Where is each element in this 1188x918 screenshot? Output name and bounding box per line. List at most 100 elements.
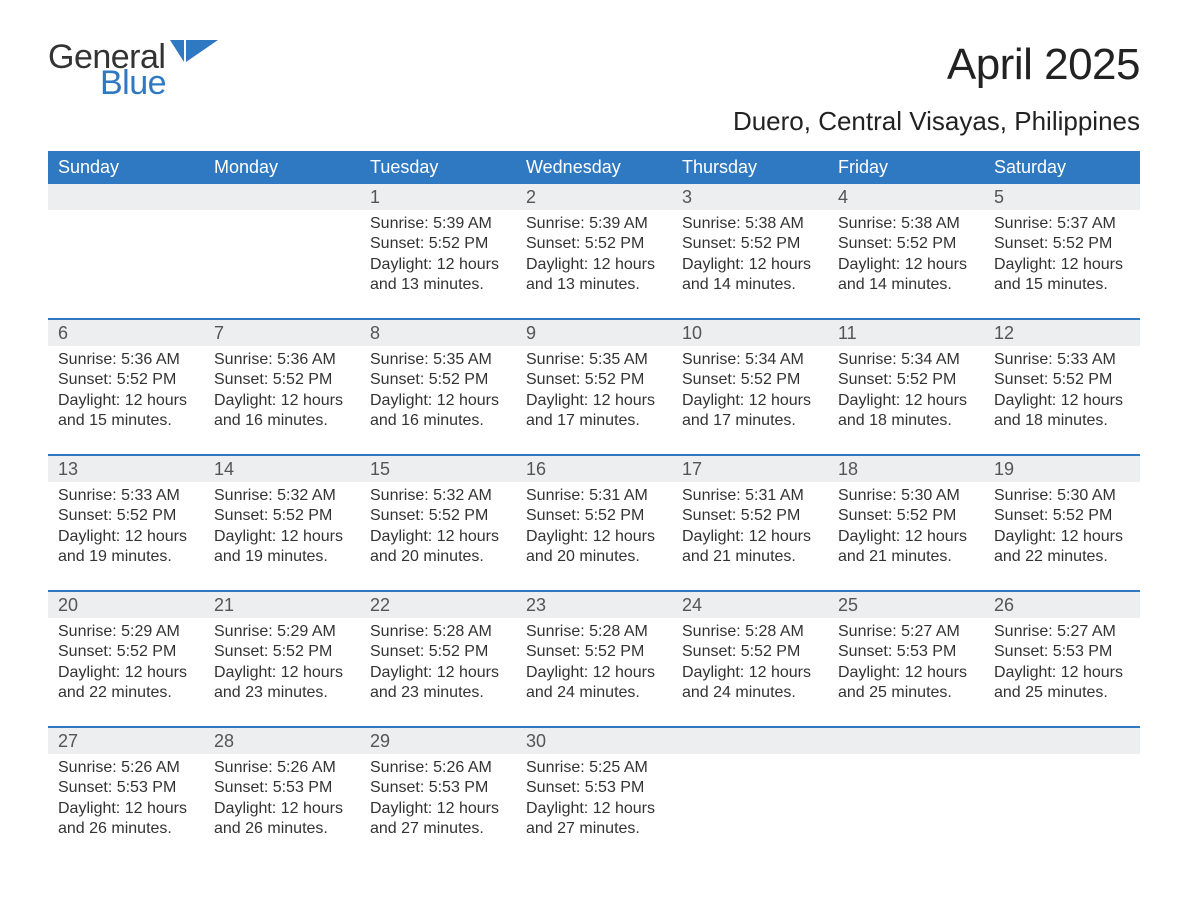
daylight-line-2: and 17 minutes.	[526, 411, 662, 431]
day-number: 1	[360, 184, 516, 210]
day-body: Sunrise: 5:28 AMSunset: 5:52 PMDaylight:…	[360, 618, 516, 726]
daylight-line-2: and 26 minutes.	[214, 819, 350, 839]
daylight-line-1: Daylight: 12 hours	[370, 527, 506, 547]
daylight-line-2: and 13 minutes.	[370, 275, 506, 295]
sunrise-line: Sunrise: 5:33 AM	[994, 350, 1130, 370]
daylight-line-2: and 14 minutes.	[682, 275, 818, 295]
calendar-day: 22Sunrise: 5:28 AMSunset: 5:52 PMDayligh…	[360, 591, 516, 727]
daylight-line-2: and 24 minutes.	[682, 683, 818, 703]
day-body	[828, 754, 984, 862]
daylight-line-1: Daylight: 12 hours	[370, 663, 506, 683]
sunset-line: Sunset: 5:52 PM	[526, 642, 662, 662]
calendar-day: 18Sunrise: 5:30 AMSunset: 5:52 PMDayligh…	[828, 455, 984, 591]
sunrise-line: Sunrise: 5:33 AM	[58, 486, 194, 506]
day-body: Sunrise: 5:31 AMSunset: 5:52 PMDaylight:…	[516, 482, 672, 590]
sunrise-line: Sunrise: 5:32 AM	[370, 486, 506, 506]
daylight-line-2: and 23 minutes.	[214, 683, 350, 703]
sunrise-line: Sunrise: 5:29 AM	[214, 622, 350, 642]
calendar-day: 16Sunrise: 5:31 AMSunset: 5:52 PMDayligh…	[516, 455, 672, 591]
calendar-body: 1Sunrise: 5:39 AMSunset: 5:52 PMDaylight…	[48, 184, 1140, 862]
day-number	[204, 184, 360, 210]
daylight-line-2: and 16 minutes.	[370, 411, 506, 431]
day-number: 7	[204, 320, 360, 346]
day-number	[48, 184, 204, 210]
sunrise-line: Sunrise: 5:38 AM	[838, 214, 974, 234]
daylight-line-1: Daylight: 12 hours	[526, 799, 662, 819]
daylight-line-2: and 24 minutes.	[526, 683, 662, 703]
sunset-line: Sunset: 5:53 PM	[994, 642, 1130, 662]
calendar-day: 17Sunrise: 5:31 AMSunset: 5:52 PMDayligh…	[672, 455, 828, 591]
calendar-day: 28Sunrise: 5:26 AMSunset: 5:53 PMDayligh…	[204, 727, 360, 862]
day-body: Sunrise: 5:30 AMSunset: 5:52 PMDaylight:…	[828, 482, 984, 590]
day-body	[48, 210, 204, 318]
day-number: 25	[828, 592, 984, 618]
calendar-header: SundayMondayTuesdayWednesdayThursdayFrid…	[48, 151, 1140, 184]
daylight-line-2: and 20 minutes.	[526, 547, 662, 567]
day-body: Sunrise: 5:26 AMSunset: 5:53 PMDaylight:…	[204, 754, 360, 862]
sunset-line: Sunset: 5:53 PM	[214, 778, 350, 798]
day-body: Sunrise: 5:33 AMSunset: 5:52 PMDaylight:…	[984, 346, 1140, 454]
day-number	[984, 728, 1140, 754]
sunset-line: Sunset: 5:52 PM	[370, 234, 506, 254]
daylight-line-1: Daylight: 12 hours	[682, 391, 818, 411]
calendar-day: 11Sunrise: 5:34 AMSunset: 5:52 PMDayligh…	[828, 319, 984, 455]
daylight-line-1: Daylight: 12 hours	[370, 799, 506, 819]
day-body: Sunrise: 5:38 AMSunset: 5:52 PMDaylight:…	[672, 210, 828, 318]
day-body: Sunrise: 5:32 AMSunset: 5:52 PMDaylight:…	[204, 482, 360, 590]
day-body: Sunrise: 5:27 AMSunset: 5:53 PMDaylight:…	[828, 618, 984, 726]
daylight-line-1: Daylight: 12 hours	[994, 391, 1130, 411]
calendar-table: SundayMondayTuesdayWednesdayThursdayFrid…	[48, 151, 1140, 862]
sunset-line: Sunset: 5:52 PM	[526, 370, 662, 390]
daylight-line-1: Daylight: 12 hours	[526, 391, 662, 411]
calendar-day: 29 Sunrise: 5:26 AMSunset: 5:53 PMDayligh…	[360, 727, 516, 862]
sunset-line: Sunset: 5:52 PM	[994, 370, 1130, 390]
day-number: 9	[516, 320, 672, 346]
sunset-line: Sunset: 5:52 PM	[214, 506, 350, 526]
weekday-header: Monday	[204, 151, 360, 184]
day-body: Sunrise: 5:34 AMSunset: 5:52 PMDaylight:…	[672, 346, 828, 454]
calendar-day: 27Sunrise: 5:26 AMSunset: 5:53 PMDayligh…	[48, 727, 204, 862]
sunset-line: Sunset: 5:52 PM	[370, 506, 506, 526]
daylight-line-2: and 25 minutes.	[994, 683, 1130, 703]
sunrise-line: Sunrise: 5:26 AM	[370, 758, 506, 778]
weekday-header: Thursday	[672, 151, 828, 184]
daylight-line-1: Daylight: 12 hours	[370, 391, 506, 411]
calendar-day-empty	[204, 184, 360, 319]
sunrise-line: Sunrise: 5:36 AM	[214, 350, 350, 370]
day-number: 5	[984, 184, 1140, 210]
sunrise-line: Sunrise: 5:30 AM	[994, 486, 1130, 506]
sunrise-line: Sunrise: 5:25 AM	[526, 758, 662, 778]
calendar-day: 23Sunrise: 5:28 AMSunset: 5:52 PMDayligh…	[516, 591, 672, 727]
daylight-line-1: Daylight: 12 hours	[682, 255, 818, 275]
day-body: Sunrise: 5:32 AMSunset: 5:52 PMDaylight:…	[360, 482, 516, 590]
calendar-day: 9Sunrise: 5:35 AMSunset: 5:52 PMDaylight…	[516, 319, 672, 455]
calendar-day: 7Sunrise: 5:36 AMSunset: 5:52 PMDaylight…	[204, 319, 360, 455]
day-number: 17	[672, 456, 828, 482]
sunset-line: Sunset: 5:52 PM	[682, 370, 818, 390]
daylight-line-2: and 19 minutes.	[58, 547, 194, 567]
day-body: Sunrise: 5:35 AMSunset: 5:52 PMDaylight:…	[360, 346, 516, 454]
daylight-line-2: and 20 minutes.	[370, 547, 506, 567]
daylight-line-1: Daylight: 12 hours	[838, 527, 974, 547]
day-body: Sunrise: 5:37 AMSunset: 5:52 PMDaylight:…	[984, 210, 1140, 318]
calendar-day: 19Sunrise: 5:30 AMSunset: 5:52 PMDayligh…	[984, 455, 1140, 591]
day-number: 27	[48, 728, 204, 754]
day-number: 21	[204, 592, 360, 618]
daylight-line-2: and 13 minutes.	[526, 275, 662, 295]
sunrise-line: Sunrise: 5:27 AM	[838, 622, 974, 642]
calendar-day: 3Sunrise: 5:38 AMSunset: 5:52 PMDaylight…	[672, 184, 828, 319]
daylight-line-1: Daylight: 12 hours	[58, 799, 194, 819]
calendar-day: 4 Sunrise: 5:38 AMSunset: 5:52 PMDaylight…	[828, 184, 984, 319]
sunrise-line: Sunrise: 5:34 AM	[682, 350, 818, 370]
day-number: 20	[48, 592, 204, 618]
day-body: Sunrise: 5:33 AMSunset: 5:52 PMDaylight:…	[48, 482, 204, 590]
sunset-line: Sunset: 5:53 PM	[370, 778, 506, 798]
daylight-line-1: Daylight: 12 hours	[214, 663, 350, 683]
day-number: 29	[360, 728, 516, 754]
day-number: 4	[828, 184, 984, 210]
daylight-line-1: Daylight: 12 hours	[994, 527, 1130, 547]
sunset-line: Sunset: 5:52 PM	[838, 234, 974, 254]
brand-text: General Blue	[48, 40, 166, 100]
day-number	[828, 728, 984, 754]
daylight-line-1: Daylight: 12 hours	[838, 255, 974, 275]
